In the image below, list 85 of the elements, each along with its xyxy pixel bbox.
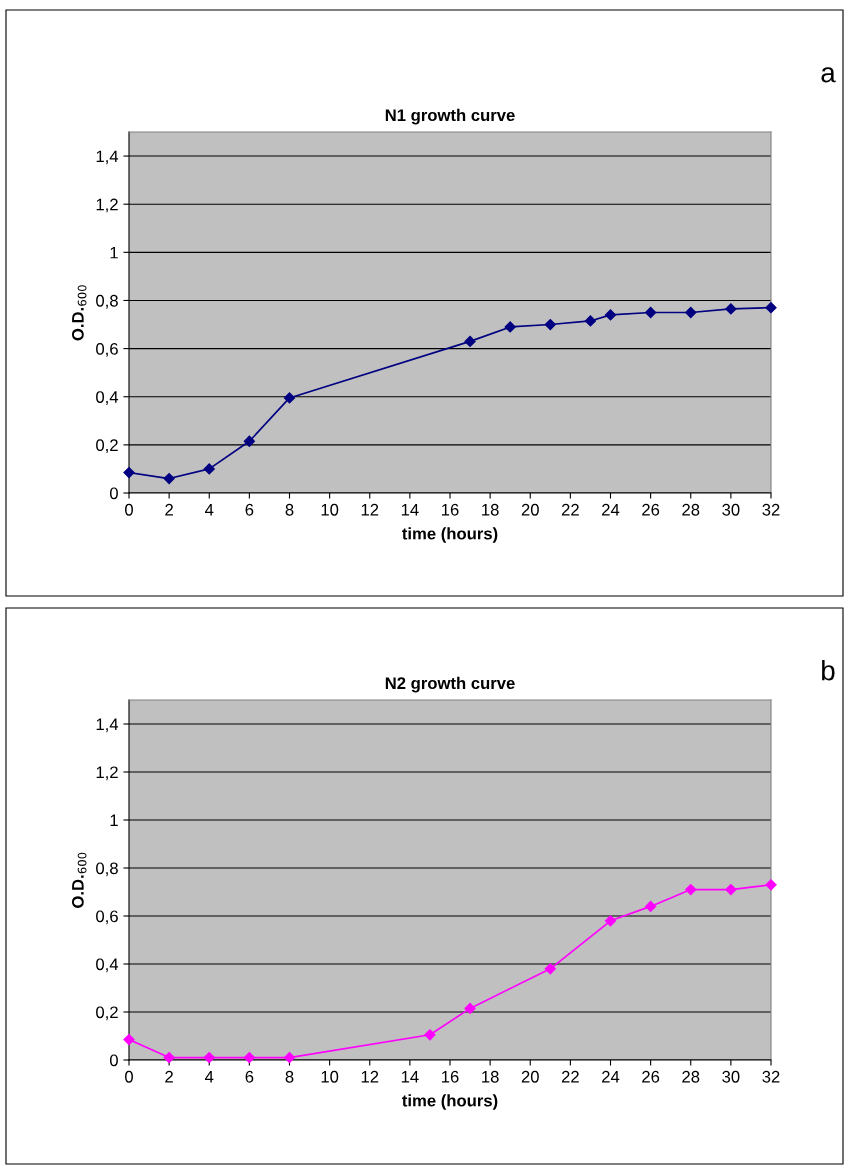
chart-title: N1 growth curve bbox=[385, 108, 515, 125]
x-tick-label: 8 bbox=[285, 1070, 294, 1083]
point bbox=[243, 1051, 255, 1064]
x-tick-label: 14 bbox=[401, 504, 419, 516]
x-tick-label: 0 bbox=[125, 1070, 133, 1083]
x-tick-label: 28 bbox=[682, 503, 700, 516]
text: b bbox=[822, 660, 835, 681]
y-tick-label: 0,4 bbox=[96, 958, 119, 973]
x-tick-label: 32 bbox=[762, 1070, 780, 1083]
x-axis-title: time (hours) bbox=[402, 1094, 498, 1110]
x-tick-label: 24 bbox=[602, 1070, 620, 1083]
x-tick-label: 6 bbox=[245, 1070, 254, 1083]
y-tick-label: 1 bbox=[110, 246, 118, 259]
point bbox=[725, 303, 737, 315]
x-tick-label: 26 bbox=[642, 503, 660, 516]
x-tick-label: 16 bbox=[442, 503, 459, 516]
text: a bbox=[821, 67, 836, 83]
x-tick-label: 18 bbox=[482, 503, 499, 516]
point bbox=[283, 392, 296, 404]
point bbox=[604, 309, 617, 321]
point bbox=[645, 900, 657, 913]
point bbox=[685, 306, 697, 319]
point bbox=[123, 1033, 135, 1046]
x-tick-label: 4 bbox=[205, 1071, 214, 1083]
point bbox=[765, 302, 777, 314]
chart-title: N2 growth curve bbox=[385, 676, 515, 693]
point bbox=[584, 315, 597, 327]
x-axis-title: time (hours) bbox=[402, 527, 498, 543]
x-tick-label: 30 bbox=[722, 503, 740, 516]
point bbox=[203, 463, 215, 475]
point bbox=[685, 883, 697, 896]
point bbox=[243, 435, 255, 447]
x-tick-label: 32 bbox=[762, 503, 780, 516]
y-tick-label: 1,4 bbox=[96, 150, 119, 165]
x-tick-label: 12 bbox=[361, 503, 379, 516]
point bbox=[203, 1051, 215, 1064]
x-tick-label: 10 bbox=[321, 1070, 339, 1083]
x-tick-label: 26 bbox=[642, 1070, 660, 1083]
y-tick-label: 0,8 bbox=[96, 862, 118, 877]
point bbox=[725, 883, 737, 896]
y-tick-label: 0,6 bbox=[96, 910, 118, 925]
y-tick-label: 1,2 bbox=[96, 766, 118, 781]
x-tick-label: 12 bbox=[361, 1070, 379, 1083]
y-tick-label: 0 bbox=[109, 1054, 118, 1067]
y-tick-label: 1,2 bbox=[96, 198, 118, 213]
x-tick-label: 20 bbox=[521, 1070, 539, 1083]
x-tick-label: 0 bbox=[125, 503, 133, 516]
y-axis-title: O.D.$_{600}$ bbox=[71, 285, 87, 341]
x-tick-label: 22 bbox=[561, 1070, 579, 1083]
x-tick-label: 6 bbox=[245, 503, 254, 516]
x-tick-label: 20 bbox=[521, 503, 539, 516]
y-tick-label: 1,4 bbox=[96, 718, 119, 733]
x-tick-label: 8 bbox=[285, 503, 294, 516]
point bbox=[604, 915, 617, 927]
x-tick-label: 28 bbox=[682, 1070, 700, 1083]
point bbox=[544, 318, 556, 331]
y-tick-label: 0,2 bbox=[96, 439, 118, 454]
point bbox=[464, 335, 476, 347]
point bbox=[645, 306, 657, 319]
x-tick-label: 24 bbox=[602, 503, 620, 516]
x-tick-label: 2 bbox=[165, 503, 173, 516]
point bbox=[765, 879, 777, 891]
x-tick-label: 30 bbox=[722, 1070, 740, 1083]
point bbox=[283, 1051, 296, 1064]
point bbox=[123, 466, 135, 479]
x-tick-label: 2 bbox=[165, 1070, 173, 1083]
x-tick-label: 22 bbox=[561, 503, 579, 516]
point bbox=[424, 1029, 436, 1041]
point bbox=[163, 1051, 175, 1064]
y-tick-label: 1 bbox=[110, 814, 118, 827]
point bbox=[544, 963, 556, 975]
x-tick-label: 4 bbox=[205, 504, 214, 516]
point bbox=[464, 1002, 476, 1015]
x-tick-label: 16 bbox=[442, 1070, 459, 1083]
y-tick-label: 0,2 bbox=[96, 1006, 118, 1021]
y-tick-label: 0,8 bbox=[96, 294, 118, 309]
y-tick-label: 0,4 bbox=[96, 391, 119, 405]
y-axis-title: O.D.$_{600}$ bbox=[71, 852, 87, 908]
x-tick-label: 18 bbox=[482, 1070, 499, 1083]
y-tick-label: 0,6 bbox=[96, 343, 118, 357]
point bbox=[163, 472, 175, 485]
y-tick-label: 0 bbox=[109, 487, 118, 500]
x-tick-label: 14 bbox=[401, 1071, 419, 1083]
x-tick-label: 10 bbox=[321, 503, 339, 516]
point bbox=[504, 321, 516, 333]
